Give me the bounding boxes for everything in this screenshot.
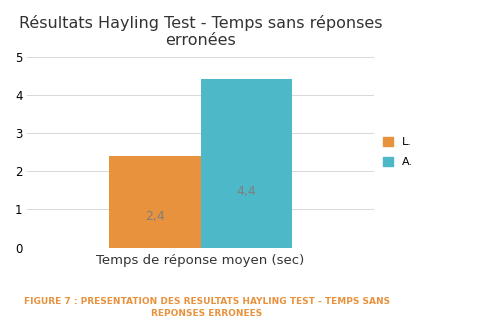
Bar <box>201 79 292 247</box>
Title: Résultats Hayling Test - Temps sans réponses
erronées: Résultats Hayling Test - Temps sans répo… <box>19 15 382 48</box>
Bar <box>109 156 201 247</box>
Text: FIGURE 7 : PRESENTATION DES RESULTATS HAYLING TEST - TEMPS SANS
REPONSES ERRONEE: FIGURE 7 : PRESENTATION DES RESULTATS HA… <box>24 297 390 318</box>
Text: 2,4: 2,4 <box>145 211 165 223</box>
Legend: L., A.: L., A. <box>383 136 413 168</box>
Text: 4,4: 4,4 <box>236 185 256 198</box>
X-axis label: Temps de réponse moyen (sec): Temps de réponse moyen (sec) <box>96 255 305 267</box>
